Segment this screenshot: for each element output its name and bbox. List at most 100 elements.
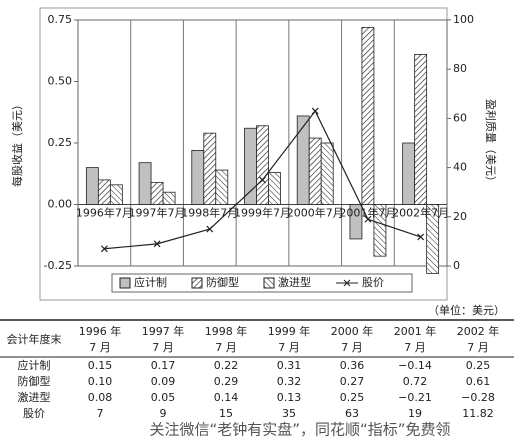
table-cell: 0.32 [277, 375, 302, 388]
table-cell: 0.05 [151, 391, 176, 404]
legend-label: 激进型 [278, 275, 311, 289]
legend-label: 应计制 [134, 275, 167, 289]
table-cell: 0.09 [151, 375, 176, 388]
table-header: 7 月 [152, 341, 174, 354]
bar [150, 181, 164, 205]
x-tick-label: 1998年7月 [181, 206, 238, 220]
bar [97, 179, 111, 205]
table-cell: 0.29 [214, 375, 239, 388]
line-marker [417, 233, 425, 241]
x-tick-label: 1999年7月 [234, 206, 291, 220]
table-cell: 股价 [23, 407, 45, 420]
table-cell: −0.14 [398, 359, 432, 372]
table-cell: 0.25 [466, 359, 491, 372]
table-cell: 0.72 [403, 375, 428, 388]
table-header: 1997 年 [142, 324, 185, 338]
y2-tick-label: 40 [453, 161, 467, 174]
x-tick-label: 1996年7月 [76, 206, 133, 220]
line-marker [311, 107, 319, 115]
table-cell: 0.14 [214, 391, 239, 404]
line-marker [153, 240, 161, 248]
bar [308, 137, 322, 205]
table-header: 2001 年 [394, 324, 437, 338]
bar [426, 204, 440, 274]
table-cell: 63 [345, 407, 359, 420]
y2-axis-label: 盈利质量（美元） [484, 99, 497, 187]
bar [361, 26, 375, 205]
table-cell: 7 [97, 407, 104, 420]
legend-swatch [343, 279, 351, 287]
table-header: 7 月 [278, 341, 300, 354]
table-header: 会计年度末 [7, 332, 62, 346]
bar [162, 191, 176, 205]
table-cell: 0.61 [466, 375, 491, 388]
table-header: 1998 年 [205, 324, 248, 338]
y2-tick-label: 20 [453, 210, 467, 223]
table-header: 7 月 [404, 341, 426, 354]
bar [414, 54, 428, 205]
y-tick-label: 0.00 [48, 198, 73, 211]
table-cell: 19 [408, 407, 422, 420]
table-cell: 0.22 [214, 359, 239, 372]
table-cell: 0.25 [340, 391, 365, 404]
line-marker [206, 225, 214, 233]
table-header: 1999 年 [268, 324, 311, 338]
bar [215, 169, 229, 205]
table-cell: 35 [282, 407, 296, 420]
table-cell: 0.08 [88, 391, 113, 404]
bar [109, 184, 123, 205]
y2-tick-label: 0 [453, 259, 460, 272]
table-cell: 15 [219, 407, 233, 420]
legend-label: 防御型 [206, 275, 239, 289]
table-header: 7 月 [215, 341, 237, 354]
bar [85, 167, 99, 205]
legend-box [111, 273, 413, 293]
table-cell: 激进型 [18, 390, 51, 404]
legend-swatch [263, 277, 275, 289]
table-header: 1996 年 [79, 324, 122, 338]
bar [296, 115, 310, 205]
table-header: 2000 年 [331, 324, 374, 338]
watermark: 关注微信“老钟有实盘”，同花顺“指标”免费领 [149, 421, 450, 439]
y-tick-label: 0.25 [48, 136, 73, 149]
y-tick-label: 0.75 [48, 13, 73, 26]
table-cell: 0.13 [277, 391, 302, 404]
bar [373, 204, 387, 257]
table-cell: 0.17 [151, 359, 176, 372]
table-cell: 0.31 [277, 359, 302, 372]
table-cell: 应计制 [18, 358, 51, 372]
table-cell: 9 [160, 407, 167, 420]
bar [203, 132, 217, 205]
table-cell: 0.36 [340, 359, 365, 372]
line-marker [259, 176, 266, 184]
bar [256, 125, 269, 205]
bar [268, 172, 281, 205]
table-header: 7 月 [341, 341, 363, 354]
bar [402, 142, 416, 205]
y-tick-label: 0.50 [48, 75, 73, 88]
table-header: 7 月 [89, 341, 111, 354]
x-tick-label: 2002年7月 [392, 206, 449, 220]
line-marker [100, 245, 108, 253]
legend-swatch [119, 277, 131, 289]
unit-note: （单位：美元） [428, 303, 505, 317]
x-tick-label: 2000年7月 [287, 206, 344, 220]
bar [191, 149, 205, 205]
y2-tick-label: 80 [453, 62, 467, 75]
y2-tick-label: 100 [453, 13, 474, 26]
bar [349, 204, 363, 240]
table-cell: −0.28 [461, 391, 495, 404]
bar [244, 127, 257, 205]
bar [320, 142, 334, 205]
table-header: 2002 年 [457, 324, 500, 338]
legend-label: 股价 [362, 276, 384, 289]
table-cell: 0.15 [88, 359, 113, 372]
table-cell: −0.21 [398, 391, 432, 404]
legend-swatch [191, 277, 203, 289]
y-tick-label: -0.25 [44, 259, 72, 272]
y2-tick-label: 60 [453, 111, 467, 124]
table-cell: 0.27 [340, 375, 365, 388]
table-cell: 防御型 [18, 374, 51, 388]
table-cell: 11.82 [462, 407, 494, 420]
